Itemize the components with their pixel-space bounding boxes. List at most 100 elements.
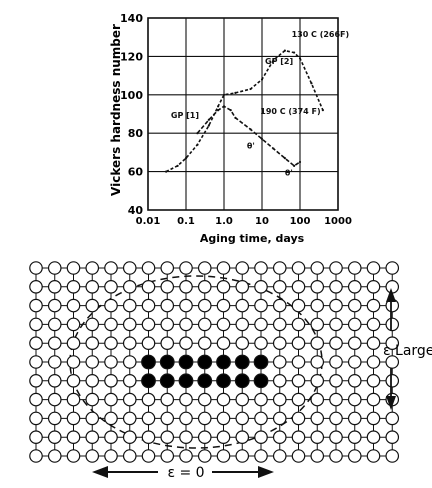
matrix-atom <box>160 430 175 444</box>
matrix-atom <box>347 279 362 294</box>
matrix-atom <box>216 317 231 332</box>
lattice-diagram: ε Large ε = 0 <box>29 261 432 481</box>
matrix-atom <box>141 411 156 426</box>
matrix-atom <box>235 411 250 426</box>
matrix-atom <box>197 449 212 463</box>
matrix-atom <box>85 336 100 350</box>
matrix-atom <box>329 298 343 313</box>
matrix-atom <box>47 373 62 388</box>
solute-atom <box>197 373 213 389</box>
matrix-atom <box>272 279 287 294</box>
annotations: GP [1] GP [2] 130 C (266F) 190 C (374 F) θ' θ… <box>171 30 349 177</box>
matrix-atom <box>85 430 100 444</box>
matrix-atom <box>47 317 62 332</box>
matrix-atom <box>291 392 306 407</box>
series-line <box>165 49 324 173</box>
matrix-atom <box>366 298 381 313</box>
matrix-atom <box>197 430 212 444</box>
matrix-atom <box>291 355 306 369</box>
matrix-atom <box>197 261 212 275</box>
matrix-atom <box>329 373 343 388</box>
solute-atom <box>159 373 175 389</box>
data-point <box>196 132 199 135</box>
matrix-atom <box>104 355 118 369</box>
matrix-atom <box>104 392 118 407</box>
data-point <box>293 51 296 54</box>
matrix-atom <box>85 449 100 463</box>
matrix-atom <box>329 355 343 369</box>
solute-atom <box>216 354 231 370</box>
matrix-atom <box>310 317 325 332</box>
annotation-label: θ' <box>247 142 255 151</box>
y-axis-label: Vickers hardness number <box>109 24 123 196</box>
data-point <box>217 109 220 112</box>
data-point <box>272 147 275 150</box>
matrix-atom <box>366 392 381 407</box>
matrix-atom <box>272 336 287 350</box>
y-tick-label: 140 <box>120 12 143 25</box>
matrix-atom <box>66 373 81 388</box>
data-point <box>207 118 210 121</box>
matrix-atom <box>179 392 193 407</box>
matrix-atom <box>272 449 287 463</box>
matrix-atom <box>366 355 381 369</box>
matrix-atom <box>141 279 156 294</box>
matrix-atom <box>310 298 325 313</box>
matrix-atom <box>366 373 381 388</box>
matrix-atom <box>104 279 118 294</box>
matrix-atom <box>47 279 62 294</box>
matrix-atom <box>254 449 268 463</box>
matrix-atom <box>272 430 287 444</box>
matrix-atom <box>385 373 400 388</box>
matrix-atom <box>122 298 137 313</box>
matrix-atom <box>85 392 100 407</box>
matrix-atom <box>85 411 100 426</box>
matrix-atom <box>272 355 287 369</box>
matrix-atom <box>310 261 325 275</box>
matrix-atom <box>329 430 343 444</box>
data-point <box>260 78 264 81</box>
matrix-atom <box>66 430 81 444</box>
matrix-atom <box>216 449 231 463</box>
matrix-atom <box>310 336 325 350</box>
data-point <box>283 157 286 160</box>
matrix-atom <box>235 430 250 444</box>
matrix-atom <box>160 261 175 275</box>
matrix-atom <box>47 355 62 369</box>
matrix-atom <box>141 336 156 350</box>
matrix-atom <box>347 392 362 407</box>
matrix-atom <box>347 336 362 350</box>
matrix-atom <box>216 392 231 407</box>
matrix-atom <box>66 355 81 369</box>
matrix-atom <box>366 261 381 275</box>
matrix-atom <box>216 430 231 444</box>
matrix-atom <box>47 298 62 313</box>
matrix-atom <box>272 261 287 275</box>
matrix-atom <box>216 336 231 350</box>
aging-chart: 0.01 0.1 1.0 10 100 1000 40 60 80 100 120 140 GP [1… <box>109 12 352 245</box>
matrix-atom <box>291 317 306 332</box>
matrix-atom <box>366 430 381 444</box>
data-point <box>283 49 286 52</box>
matrix-atom <box>122 355 137 369</box>
matrix-atom <box>197 392 212 407</box>
matrix-atom <box>179 279 193 294</box>
matrix-atom <box>366 411 381 426</box>
data-point <box>310 82 313 85</box>
matrix-atom <box>122 336 137 350</box>
y-tick-label: 80 <box>128 127 144 140</box>
matrix-atom <box>179 261 193 275</box>
matrix-atom <box>29 411 43 426</box>
matrix-atom <box>122 279 137 294</box>
matrix-atom <box>347 261 362 275</box>
x-tick-label: 0.01 <box>136 216 161 227</box>
matrix-atom <box>254 298 268 313</box>
matrix-atom <box>122 430 137 444</box>
matrix-atom <box>66 261 81 275</box>
matrix-atom <box>160 411 175 426</box>
matrix-atom <box>29 449 43 463</box>
matrix-atom <box>235 392 250 407</box>
matrix-atom <box>216 298 231 313</box>
matrix-atom <box>47 411 62 426</box>
